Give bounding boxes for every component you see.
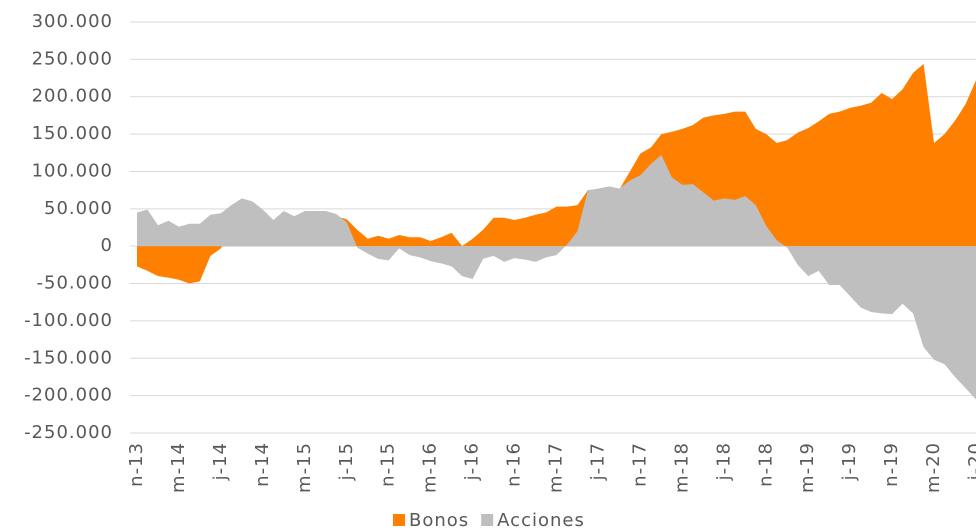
x-tick-label: m-17 bbox=[546, 442, 567, 493]
y-tick-label: 250.000 bbox=[32, 48, 113, 69]
x-tick-label: j-18 bbox=[713, 442, 734, 481]
x-tick-label: m-16 bbox=[420, 442, 441, 493]
y-tick-label: -100.000 bbox=[24, 310, 113, 331]
legend-label: Acciones bbox=[497, 510, 585, 531]
y-tick-label: 0 bbox=[101, 235, 113, 256]
x-tick-label: j-20 bbox=[965, 442, 976, 481]
y-tick-label: 300.000 bbox=[32, 11, 113, 32]
y-tick-label: -150.000 bbox=[24, 347, 113, 368]
x-tick-label: n-17 bbox=[629, 442, 650, 487]
y-tick-label: 200.000 bbox=[32, 86, 113, 107]
x-tick-label: m-20 bbox=[923, 442, 944, 493]
x-tick-label: j-17 bbox=[587, 442, 608, 481]
x-tick-label: m-18 bbox=[671, 442, 692, 493]
legend-label: Bonos bbox=[409, 510, 469, 531]
y-tick-label: 50.000 bbox=[44, 198, 113, 219]
x-tick-label: m-19 bbox=[797, 442, 818, 493]
y-tick-label: 150.000 bbox=[32, 123, 113, 144]
y-tick-label: 100.000 bbox=[32, 160, 113, 181]
x-tick-label: j-14 bbox=[210, 442, 231, 481]
x-tick-label: n-14 bbox=[252, 442, 273, 487]
x-tick-label: m-15 bbox=[294, 442, 315, 493]
x-tick-label: j-16 bbox=[462, 442, 483, 481]
x-tick-label: n-19 bbox=[881, 442, 902, 487]
y-tick-label: -200.000 bbox=[24, 385, 113, 406]
x-tick-label: m-14 bbox=[168, 442, 189, 493]
y-tick-label: -50.000 bbox=[37, 273, 113, 294]
x-tick-label: j-19 bbox=[839, 442, 860, 481]
legend-swatch bbox=[481, 514, 494, 526]
x-tick-label: n-15 bbox=[378, 442, 399, 487]
legend-swatch bbox=[393, 514, 405, 526]
x-tick-label: n-13 bbox=[126, 442, 147, 487]
y-tick-label: -250.000 bbox=[24, 422, 113, 443]
x-tick-label: n-18 bbox=[755, 442, 776, 487]
x-tick-label: n-16 bbox=[504, 442, 525, 487]
x-tick-label: j-15 bbox=[336, 442, 357, 481]
